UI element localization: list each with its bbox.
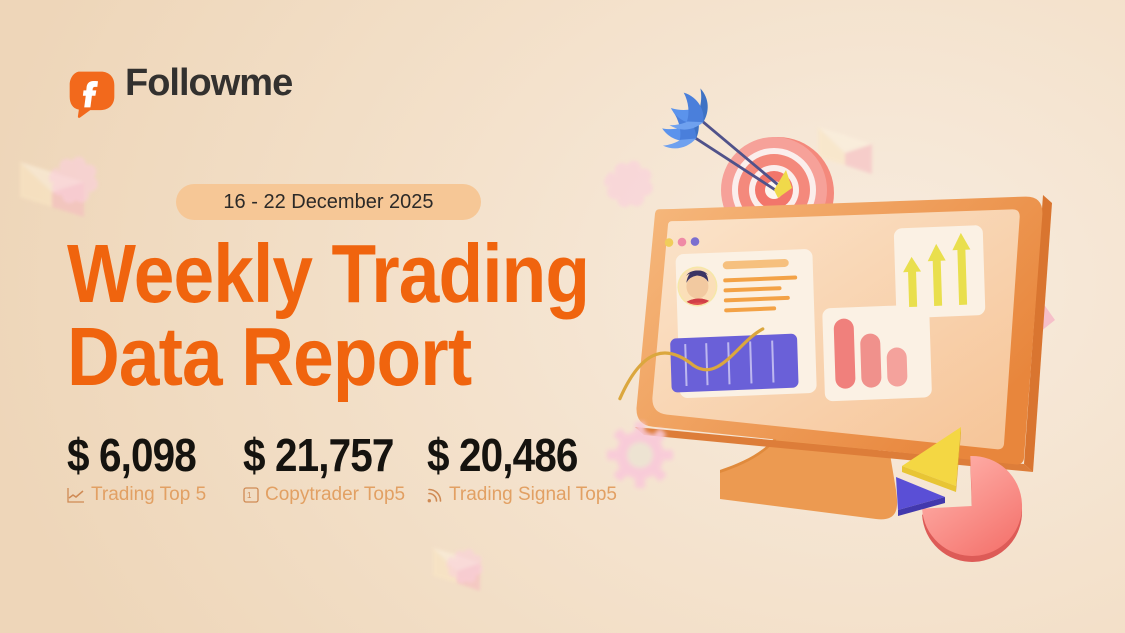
svg-text:1: 1 bbox=[247, 491, 252, 500]
